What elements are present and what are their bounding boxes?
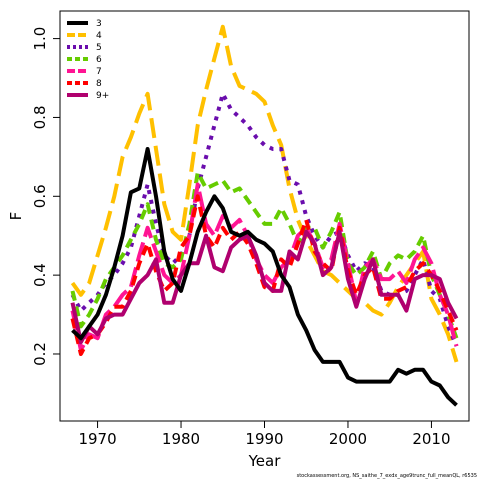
x-axis-title: Year bbox=[248, 452, 282, 470]
x-tick-label: 1970 bbox=[78, 430, 116, 448]
legend-label-age-9plus: 9+ bbox=[96, 91, 109, 101]
legend-label-age-7: 7 bbox=[96, 67, 102, 77]
legend: 3 4 5 6 7 8 9+ bbox=[67, 19, 109, 101]
x-tick-label: 2010 bbox=[412, 430, 450, 448]
y-tick-label: 0.8 bbox=[31, 106, 49, 130]
series-line-age-7 bbox=[70, 182, 459, 352]
legend-label-age-3: 3 bbox=[96, 19, 102, 29]
series-lines bbox=[70, 24, 459, 407]
x-tick-label: 1980 bbox=[162, 430, 200, 448]
legend-label-age-5: 5 bbox=[96, 43, 102, 53]
y-tick-label: 0.4 bbox=[31, 263, 49, 287]
series-line-age-9plus bbox=[70, 229, 459, 345]
legend-label-age-4: 4 bbox=[96, 31, 102, 41]
legend-label-age-6: 6 bbox=[96, 55, 102, 65]
plot-area bbox=[59, 10, 470, 422]
series-line-age-5 bbox=[70, 91, 459, 347]
x-tick-label: 1990 bbox=[245, 430, 283, 448]
axes: 1970 1980 1990 2000 2010 0.2 0.4 0.6 0.8 1.0 bbox=[31, 27, 451, 448]
x-tick-label: 2000 bbox=[329, 430, 367, 448]
credit-text: stockassessment.org, NS_saithe_7_exdx_ag… bbox=[297, 473, 477, 479]
y-tick-label: 0.2 bbox=[31, 342, 49, 366]
y-axis-title: F bbox=[7, 212, 25, 221]
legend-label-age-8: 8 bbox=[96, 79, 102, 89]
y-tick-label: 0.6 bbox=[31, 184, 49, 208]
y-tick-label: 1.0 bbox=[31, 27, 49, 51]
series-line-age-6 bbox=[70, 170, 459, 339]
series-line-age-3 bbox=[71, 147, 458, 407]
plot-frame bbox=[59, 10, 470, 422]
